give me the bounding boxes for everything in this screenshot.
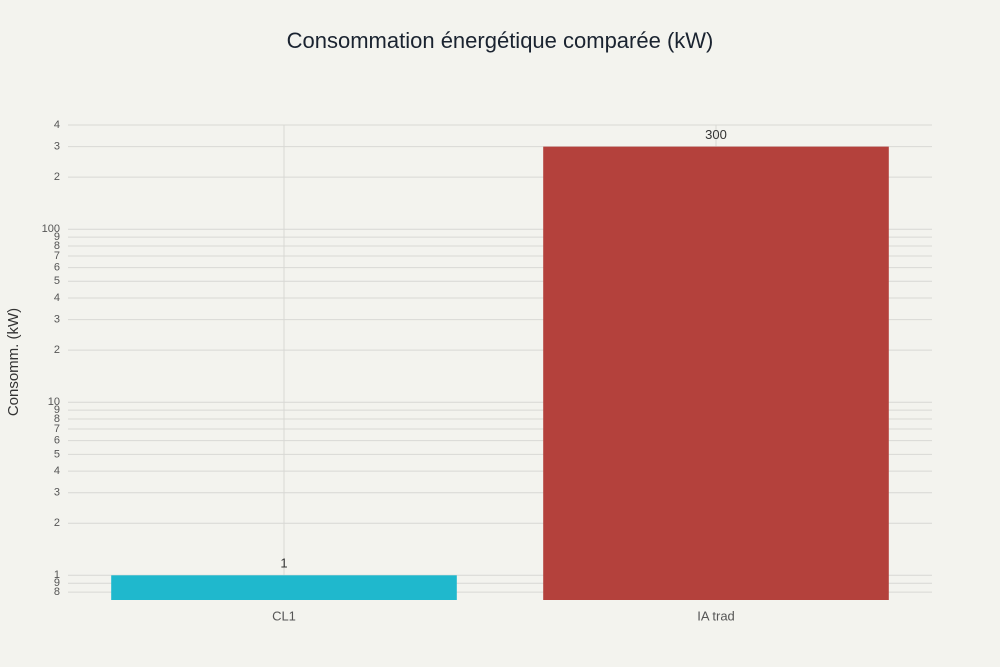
y-tick-label: 2 — [54, 344, 60, 356]
y-tick-label: 7 — [54, 250, 60, 262]
bar — [543, 146, 889, 601]
y-axis-title: Consomm. (kW) — [5, 308, 22, 416]
y-tick-label: 4 — [54, 119, 60, 131]
y-tick-label: 7 — [54, 423, 60, 435]
chart-title: Consommation énergétique comparée (kW) — [287, 28, 714, 53]
y-tick-label: 2 — [54, 517, 60, 529]
x-tick-label: IA trad — [697, 608, 735, 623]
x-tick-label: CL1 — [272, 608, 296, 623]
y-tick-label: 5 — [54, 275, 60, 287]
y-tick-label: 9 — [54, 404, 60, 416]
y-tick-label: 3 — [54, 487, 60, 499]
y-tick-label: 8 — [54, 413, 60, 425]
y-tick-label: 6 — [54, 435, 60, 447]
y-tick-label: 4 — [54, 292, 60, 304]
y-tick-label: 9 — [54, 577, 60, 589]
y-tick-label: 3 — [54, 314, 60, 326]
y-tick-label: 6 — [54, 261, 60, 273]
y-tick-label: 8 — [54, 240, 60, 252]
y-tick-label: 8 — [54, 586, 60, 598]
data-label: 300 — [705, 127, 727, 142]
y-tick-label: 2 — [54, 171, 60, 183]
data-label: 1 — [280, 556, 287, 571]
bar — [111, 575, 457, 600]
y-tick-label: 9 — [54, 231, 60, 243]
y-tick-label: 100 — [42, 223, 60, 235]
y-tick-label: 3 — [54, 141, 60, 153]
y-tick-label: 1 — [54, 569, 60, 581]
y-tick-label: 5 — [54, 448, 60, 460]
y-tick-label: 4 — [54, 465, 60, 477]
y-tick-label: 10 — [48, 396, 60, 408]
